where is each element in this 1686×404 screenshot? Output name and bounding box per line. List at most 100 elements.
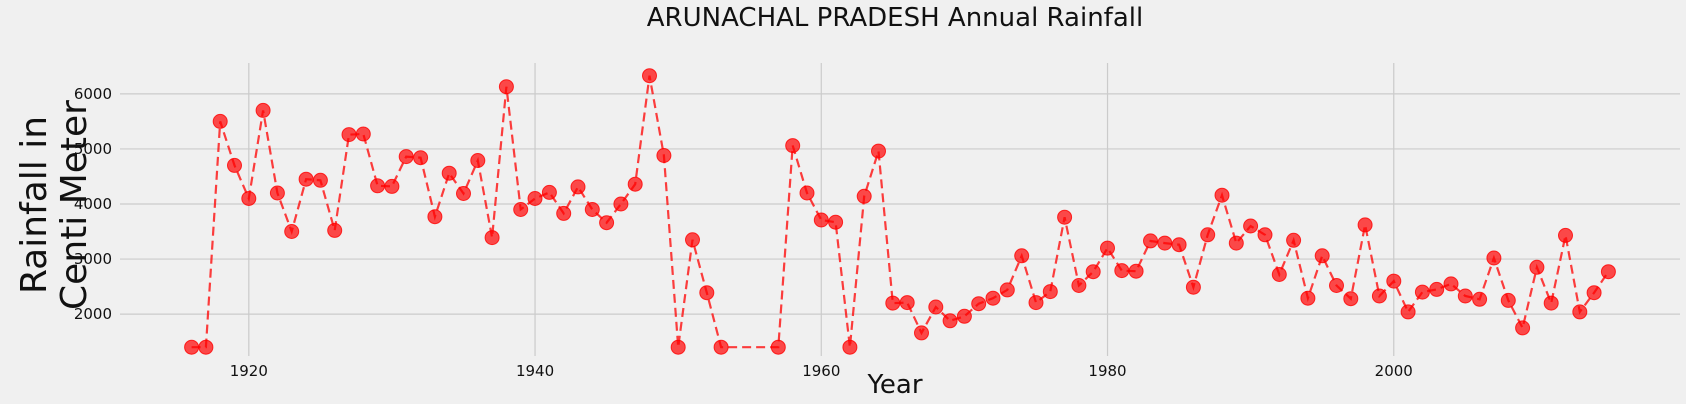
data-point-1917	[198, 339, 214, 355]
data-point-1976	[1042, 284, 1058, 300]
data-point-1944	[584, 202, 600, 217]
data-point-1966	[899, 295, 915, 311]
data-point-1999	[1371, 288, 1387, 304]
data-point-1952	[699, 285, 715, 301]
data-point-1926	[327, 222, 343, 238]
data-point-1949	[656, 148, 672, 163]
data-point-1927	[341, 127, 357, 143]
data-point-2008	[1500, 292, 1516, 308]
data-point-1930	[384, 178, 400, 194]
data-point-1971	[971, 296, 987, 312]
data-point-1922	[269, 185, 285, 201]
data-point-1959	[799, 185, 815, 201]
data-point-2012	[1558, 227, 1573, 243]
y-axis-label: Rainfall in Centi Meter	[14, 100, 95, 310]
data-point-2005	[1457, 288, 1473, 304]
data-point-1920	[241, 191, 257, 206]
data-point-1931	[398, 149, 414, 165]
data-point-1950	[670, 339, 686, 355]
data-point-1989	[1228, 235, 1244, 251]
data-point-2000	[1386, 273, 1402, 289]
data-point-1964	[871, 143, 886, 159]
data-point-1940	[527, 191, 543, 206]
data-point-2015	[1600, 264, 1616, 280]
data-point-1978	[1071, 278, 1087, 293]
data-point-1919	[227, 157, 242, 173]
data-point-1921	[255, 102, 271, 118]
data-point-1916	[184, 339, 200, 355]
x-tick-label: 1980	[1088, 362, 1126, 380]
y-tick-labels: 2000 3000 4000 5000 6000	[74, 85, 112, 323]
data-point-1965	[885, 295, 901, 311]
data-point-1968	[928, 299, 944, 315]
data-point-1958	[785, 138, 801, 154]
data-point-1942	[556, 205, 572, 221]
data-point-1980	[1100, 240, 1115, 256]
data-point-1996	[1329, 278, 1344, 293]
data-point-1962	[842, 339, 858, 355]
x-tick-label: 2000	[1375, 362, 1413, 380]
data-point-1918	[212, 113, 228, 129]
data-point-1957	[770, 339, 786, 355]
data-point-1975	[1028, 295, 1044, 311]
data-point-1963	[856, 188, 872, 204]
data-point-1972	[985, 290, 1001, 306]
data-point-1979	[1085, 264, 1101, 280]
data-point-2006	[1472, 291, 1488, 307]
data-point-1986	[1185, 279, 1201, 295]
data-point-1933	[427, 209, 443, 225]
data-point-1951	[685, 232, 700, 248]
data-point-2013	[1572, 304, 1588, 320]
data-point-1983	[1143, 233, 1158, 249]
data-point-2007	[1486, 250, 1502, 266]
data-point-1982	[1128, 263, 1144, 279]
data-point-1969	[942, 313, 958, 329]
data-point-1953	[713, 339, 729, 355]
data-point-1993	[1286, 232, 1302, 248]
data-point-1997	[1343, 291, 1359, 307]
data-point-1929	[370, 178, 386, 194]
grid	[120, 63, 1680, 356]
data-point-2003	[1429, 281, 1445, 297]
data-point-1981	[1114, 263, 1130, 279]
data-point-1935	[456, 186, 471, 201]
y-tick-label: 5000	[74, 140, 112, 158]
y-tick-label: 4000	[74, 195, 112, 213]
x-axis-label: Year	[866, 370, 922, 400]
x-tick-labels: 1920 1940 1960 1980 2000	[230, 362, 1413, 380]
data-point-1946	[613, 196, 629, 212]
data-point-1984	[1157, 235, 1173, 251]
data-point-1924	[298, 171, 314, 187]
data-point-1934	[441, 165, 457, 181]
data-point-2001	[1400, 304, 1416, 320]
data-point-2004	[1443, 276, 1459, 292]
data-point-1943	[570, 179, 586, 195]
chart-title: ARUNACHAL PRADESH Annual Rainfall	[647, 3, 1143, 33]
data-point-2014	[1586, 285, 1602, 301]
data-point-1960	[813, 212, 829, 228]
y-axis-label-line-1: Rainfall in	[14, 116, 55, 294]
rainfall-series-line	[191, 75, 1610, 349]
y-tick-label: 2000	[74, 305, 112, 323]
data-point-1967	[914, 325, 929, 341]
data-point-1995	[1314, 248, 1330, 264]
data-point-1923	[284, 224, 300, 239]
data-point-1973	[999, 282, 1015, 298]
data-point-1928	[355, 126, 371, 142]
rainfall-points	[184, 68, 1616, 355]
data-point-1937	[484, 230, 500, 246]
data-point-2011	[1543, 295, 1559, 311]
data-point-1945	[599, 215, 615, 231]
x-tick-label: 1940	[516, 362, 554, 380]
data-point-1974	[1014, 248, 1030, 264]
y-tick-label: 3000	[74, 250, 112, 268]
data-point-1977	[1057, 209, 1073, 225]
data-point-2002	[1414, 284, 1430, 300]
data-point-1961	[828, 214, 844, 230]
data-point-2009	[1515, 320, 1531, 336]
data-point-1985	[1171, 237, 1187, 253]
data-point-1941	[541, 184, 557, 200]
data-point-1925	[312, 172, 328, 188]
y-tick-label: 6000	[74, 85, 112, 103]
